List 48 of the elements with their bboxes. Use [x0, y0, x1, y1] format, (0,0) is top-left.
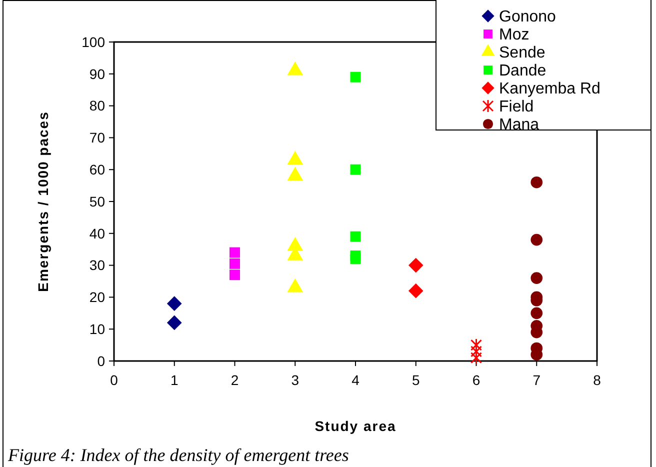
point: [350, 231, 361, 242]
y-tick-label: 0: [97, 352, 106, 369]
legend-label: Field: [499, 98, 534, 116]
x-tick-label: 8: [593, 372, 602, 388]
point: [166, 315, 182, 330]
point: [408, 283, 424, 298]
legend-label: Gonono: [499, 8, 556, 26]
y-tick-label: 30: [89, 257, 106, 274]
y-tick-label: 70: [89, 130, 106, 146]
legend-label: Moz: [499, 26, 530, 44]
caption: Figure 4: Index of the density of emergent trees: [7, 445, 349, 465]
x-tick-label: 2: [230, 372, 239, 388]
y-axis-title: Emergents / 1000 paces: [35, 111, 51, 292]
x-tick-label: 3: [291, 372, 300, 388]
point: [408, 258, 424, 273]
point: [230, 270, 240, 280]
x-tick-label: 6: [472, 372, 480, 388]
point: [230, 258, 240, 269]
y-tick-label: 60: [89, 162, 106, 178]
point: [470, 338, 482, 352]
x-tick-label: 1: [170, 372, 178, 388]
point: [530, 234, 543, 246]
y-tick-label: 90: [89, 66, 106, 82]
legend-label: Mana: [499, 116, 540, 134]
point: [470, 344, 482, 358]
x-tick-label: 4: [352, 372, 360, 388]
y-tick-label: 10: [89, 321, 106, 337]
point: [350, 254, 361, 264]
point: [230, 247, 240, 258]
y-tick-label: 50: [89, 193, 106, 210]
point: [530, 307, 543, 320]
x-tick-label: 0: [110, 372, 118, 388]
point: [166, 296, 182, 311]
point: [530, 272, 543, 284]
legend-label: Dande: [499, 62, 546, 80]
x-axis-title: Study area: [314, 418, 396, 434]
x-tick-label: 5: [412, 372, 420, 388]
point: [350, 164, 361, 175]
point: [530, 176, 543, 188]
y-tick-label: 20: [89, 289, 106, 306]
point: [470, 351, 482, 365]
legend-label: Sende: [499, 44, 546, 62]
legend-label: Kanyemba Rd: [499, 80, 600, 98]
x-tick-label: 7: [532, 372, 541, 388]
y-tick-label: 100: [82, 34, 106, 50]
y-tick-label: 80: [89, 98, 106, 114]
point: [350, 72, 361, 82]
y-tick-label: 40: [89, 225, 106, 242]
